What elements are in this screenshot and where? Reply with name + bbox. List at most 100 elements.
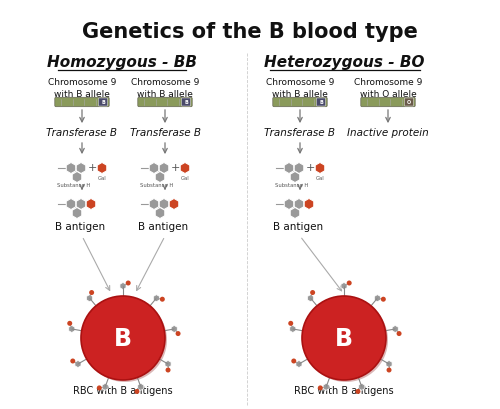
Text: Substance H: Substance H — [140, 183, 173, 188]
Circle shape — [288, 321, 293, 326]
Polygon shape — [159, 198, 169, 209]
Circle shape — [346, 281, 352, 285]
Polygon shape — [72, 171, 82, 182]
Text: B antigen: B antigen — [138, 222, 188, 232]
Text: +: + — [88, 163, 96, 173]
Text: Transferase B: Transferase B — [46, 128, 118, 138]
Text: Inactive protein: Inactive protein — [347, 128, 429, 138]
Circle shape — [292, 359, 296, 364]
FancyBboxPatch shape — [273, 97, 327, 107]
Circle shape — [310, 290, 315, 295]
Polygon shape — [76, 198, 86, 209]
Text: B: B — [184, 100, 188, 105]
Polygon shape — [308, 294, 314, 302]
Polygon shape — [386, 360, 392, 368]
Circle shape — [302, 296, 386, 380]
Text: Substance H: Substance H — [276, 183, 308, 188]
Polygon shape — [120, 283, 126, 290]
Circle shape — [83, 298, 167, 382]
Polygon shape — [180, 162, 190, 173]
Polygon shape — [315, 162, 325, 173]
Text: Substance H: Substance H — [58, 183, 90, 188]
Circle shape — [386, 368, 392, 373]
Text: Gal: Gal — [316, 176, 324, 181]
Polygon shape — [102, 383, 108, 390]
Polygon shape — [341, 283, 347, 290]
Polygon shape — [154, 294, 160, 302]
Polygon shape — [296, 360, 302, 368]
Circle shape — [126, 281, 130, 285]
Text: Gal: Gal — [98, 176, 106, 181]
Text: Transferase B: Transferase B — [264, 128, 336, 138]
Circle shape — [356, 389, 360, 394]
Polygon shape — [149, 198, 159, 209]
Circle shape — [134, 389, 140, 394]
Polygon shape — [86, 198, 96, 209]
Polygon shape — [66, 198, 76, 209]
Polygon shape — [149, 162, 159, 173]
Polygon shape — [359, 383, 365, 390]
Polygon shape — [290, 171, 300, 182]
FancyBboxPatch shape — [404, 98, 413, 106]
Circle shape — [304, 298, 388, 382]
Text: B: B — [335, 327, 353, 351]
Polygon shape — [323, 383, 329, 390]
Circle shape — [70, 359, 76, 364]
Text: Homozygous - BB: Homozygous - BB — [47, 55, 197, 70]
Polygon shape — [138, 383, 144, 390]
Polygon shape — [392, 326, 398, 333]
Polygon shape — [155, 207, 165, 218]
Text: Chromosome 9
with B allele: Chromosome 9 with B allele — [131, 78, 199, 99]
Polygon shape — [294, 198, 304, 209]
Polygon shape — [75, 360, 81, 368]
Text: B: B — [114, 327, 132, 351]
Polygon shape — [284, 162, 294, 173]
Polygon shape — [294, 162, 304, 173]
Text: Transferase B: Transferase B — [130, 128, 200, 138]
Circle shape — [176, 331, 180, 336]
Circle shape — [89, 290, 94, 295]
Polygon shape — [159, 162, 169, 173]
Circle shape — [160, 297, 165, 302]
Polygon shape — [304, 198, 314, 209]
Polygon shape — [374, 294, 380, 302]
Polygon shape — [72, 207, 82, 218]
Circle shape — [396, 331, 402, 336]
Text: Chromosome 9
with B allele: Chromosome 9 with B allele — [48, 78, 116, 99]
Text: RBC with B antigens: RBC with B antigens — [73, 386, 173, 396]
Text: Chromosome 9
with O allele: Chromosome 9 with O allele — [354, 78, 422, 99]
Text: RBC with B antigens: RBC with B antigens — [294, 386, 394, 396]
Polygon shape — [155, 171, 165, 182]
Polygon shape — [290, 207, 300, 218]
Text: +: + — [170, 163, 179, 173]
Polygon shape — [171, 326, 177, 333]
Text: Gal: Gal — [180, 176, 190, 181]
FancyBboxPatch shape — [98, 98, 108, 106]
Text: Heterozygous - BO: Heterozygous - BO — [264, 55, 424, 70]
Text: +: + — [306, 163, 314, 173]
Text: B antigen: B antigen — [55, 222, 105, 232]
Text: Chromosome 9
with B allele: Chromosome 9 with B allele — [266, 78, 334, 99]
Circle shape — [166, 368, 170, 373]
Text: B: B — [101, 100, 105, 105]
FancyBboxPatch shape — [361, 97, 415, 107]
Circle shape — [97, 385, 102, 391]
Polygon shape — [97, 162, 107, 173]
Text: O: O — [407, 100, 411, 105]
Circle shape — [81, 296, 165, 380]
Polygon shape — [169, 198, 179, 209]
Circle shape — [381, 297, 386, 302]
FancyBboxPatch shape — [316, 98, 326, 106]
FancyBboxPatch shape — [55, 97, 109, 107]
Circle shape — [67, 321, 72, 326]
Polygon shape — [66, 162, 76, 173]
Text: Genetics of the B blood type: Genetics of the B blood type — [82, 22, 418, 42]
Polygon shape — [284, 198, 294, 209]
Polygon shape — [165, 360, 171, 368]
Polygon shape — [76, 162, 86, 173]
Text: B: B — [319, 100, 323, 105]
Polygon shape — [86, 294, 92, 302]
Polygon shape — [69, 326, 75, 333]
Polygon shape — [290, 326, 296, 333]
FancyBboxPatch shape — [182, 98, 190, 106]
